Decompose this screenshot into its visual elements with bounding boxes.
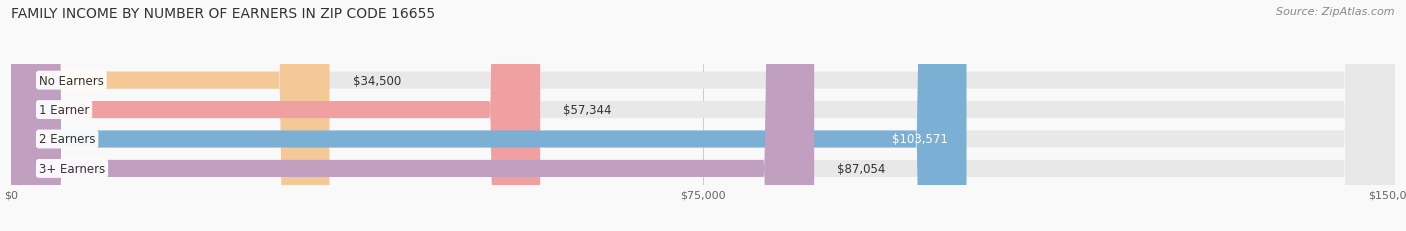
Text: FAMILY INCOME BY NUMBER OF EARNERS IN ZIP CODE 16655: FAMILY INCOME BY NUMBER OF EARNERS IN ZI…	[11, 7, 436, 21]
FancyBboxPatch shape	[11, 0, 1395, 231]
Text: 3+ Earners: 3+ Earners	[39, 162, 105, 175]
FancyBboxPatch shape	[11, 0, 1395, 231]
Text: 2 Earners: 2 Earners	[39, 133, 96, 146]
FancyBboxPatch shape	[11, 0, 1395, 231]
Text: $103,571: $103,571	[893, 133, 948, 146]
FancyBboxPatch shape	[11, 0, 1395, 231]
Text: $87,054: $87,054	[837, 162, 886, 175]
Text: 1 Earner: 1 Earner	[39, 104, 90, 117]
FancyBboxPatch shape	[11, 0, 540, 231]
Text: No Earners: No Earners	[39, 74, 104, 87]
FancyBboxPatch shape	[11, 0, 329, 231]
Text: $34,500: $34,500	[353, 74, 401, 87]
FancyBboxPatch shape	[11, 0, 814, 231]
FancyBboxPatch shape	[11, 0, 966, 231]
Text: Source: ZipAtlas.com: Source: ZipAtlas.com	[1277, 7, 1395, 17]
Text: $57,344: $57,344	[564, 104, 612, 117]
